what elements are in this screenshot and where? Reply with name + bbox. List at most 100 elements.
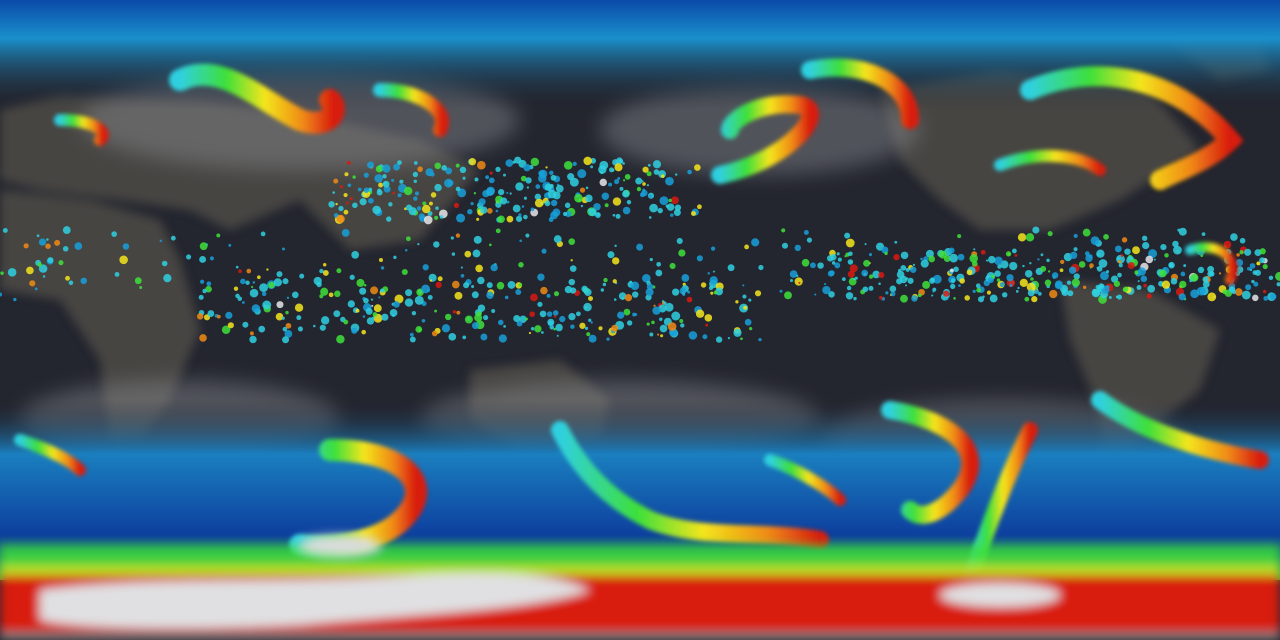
convection-cell (393, 301, 400, 308)
convection-cell (241, 301, 245, 304)
convection-cell (1029, 262, 1032, 265)
convection-cell (624, 294, 633, 302)
convection-cell (405, 236, 411, 242)
convection-cell (252, 281, 256, 284)
convection-cell (1140, 275, 1148, 283)
convection-cell (609, 167, 614, 173)
convection-cell (249, 331, 254, 336)
convection-cell (320, 316, 330, 325)
convection-cell (427, 294, 433, 300)
convection-cell (268, 281, 275, 289)
convection-cell (612, 257, 620, 265)
convection-cell (471, 285, 475, 289)
convection-cell (659, 196, 669, 206)
convection-cell (784, 291, 792, 300)
convection-cell (715, 336, 723, 343)
convection-cell (986, 290, 992, 295)
convection-cell (669, 262, 676, 270)
convection-cell (455, 233, 461, 238)
convection-cell (622, 179, 626, 182)
convection-cell (688, 331, 698, 340)
convection-cell (673, 209, 681, 217)
convection-cell (1040, 265, 1047, 272)
convection-cell (794, 277, 803, 286)
convection-cell (1256, 262, 1259, 265)
convection-cell (586, 332, 591, 337)
convection-cell (388, 202, 393, 207)
convection-cell (550, 199, 558, 207)
convection-cell (1025, 233, 1035, 242)
convection-cell (781, 242, 789, 249)
convection-cell (758, 337, 762, 342)
convection-cell (862, 286, 869, 293)
convection-cell (1183, 264, 1187, 268)
convection-cell (583, 156, 592, 166)
convection-cell (456, 213, 466, 223)
convection-cell (299, 273, 305, 279)
convection-cell (444, 313, 452, 321)
convection-cell (368, 187, 373, 192)
convection-cell (1218, 272, 1222, 275)
convection-cell (370, 286, 379, 295)
convection-cell (642, 166, 649, 173)
convection-cell (37, 262, 42, 267)
convection-cell (530, 327, 535, 331)
convection-cell (611, 324, 619, 332)
convection-cell (450, 236, 454, 240)
convection-cell (894, 240, 898, 244)
convection-cell (80, 277, 88, 285)
convection-cell (1127, 262, 1135, 270)
convection-cell (1178, 227, 1187, 236)
convection-cell (464, 250, 472, 258)
convection-cell (355, 308, 360, 313)
convection-cell (1275, 271, 1280, 281)
convection-cell (646, 171, 652, 177)
convection-cell (506, 200, 510, 204)
convection-cell (392, 191, 396, 195)
convection-cell (1038, 291, 1042, 296)
convection-cell (579, 187, 586, 193)
convection-cell (806, 237, 813, 243)
convection-cell (1089, 263, 1094, 268)
convection-cell (161, 260, 168, 267)
convection-cell (1017, 286, 1020, 290)
convection-cell (957, 253, 965, 261)
convection-cell (798, 281, 801, 284)
convection-cell (1069, 251, 1078, 260)
convection-cell (476, 217, 480, 221)
convection-cell (577, 169, 587, 179)
convection-cell (54, 239, 61, 246)
convection-cell (456, 310, 461, 315)
convection-cell (373, 304, 382, 313)
convection-cell (679, 287, 687, 295)
convection-cell (1071, 278, 1080, 287)
convection-cell (433, 241, 440, 248)
convection-cell (1246, 266, 1251, 271)
convection-cell (872, 270, 881, 279)
convection-cell (242, 321, 249, 328)
convection-cell (697, 204, 702, 210)
convection-cell (1235, 258, 1244, 267)
convection-cell (266, 268, 269, 271)
convection-cell (607, 251, 615, 259)
convection-cell (957, 234, 962, 239)
convection-cell (1230, 233, 1238, 241)
convection-cell (422, 201, 427, 206)
convection-cell (547, 318, 555, 326)
convection-cell (119, 255, 128, 265)
convection-cell (328, 201, 335, 208)
convection-cell (744, 318, 752, 326)
convection-cell (381, 313, 389, 321)
convection-cell (1037, 258, 1040, 261)
convection-cell (221, 325, 231, 335)
convection-cell (319, 324, 326, 331)
convection-cell (932, 274, 942, 284)
convection-cell (513, 315, 521, 323)
convection-cell (1134, 270, 1139, 275)
convection-cell (540, 286, 548, 295)
convection-cell (789, 270, 798, 278)
convection-cell (884, 251, 888, 256)
convection-cell (498, 188, 505, 196)
convection-cell (847, 259, 854, 265)
